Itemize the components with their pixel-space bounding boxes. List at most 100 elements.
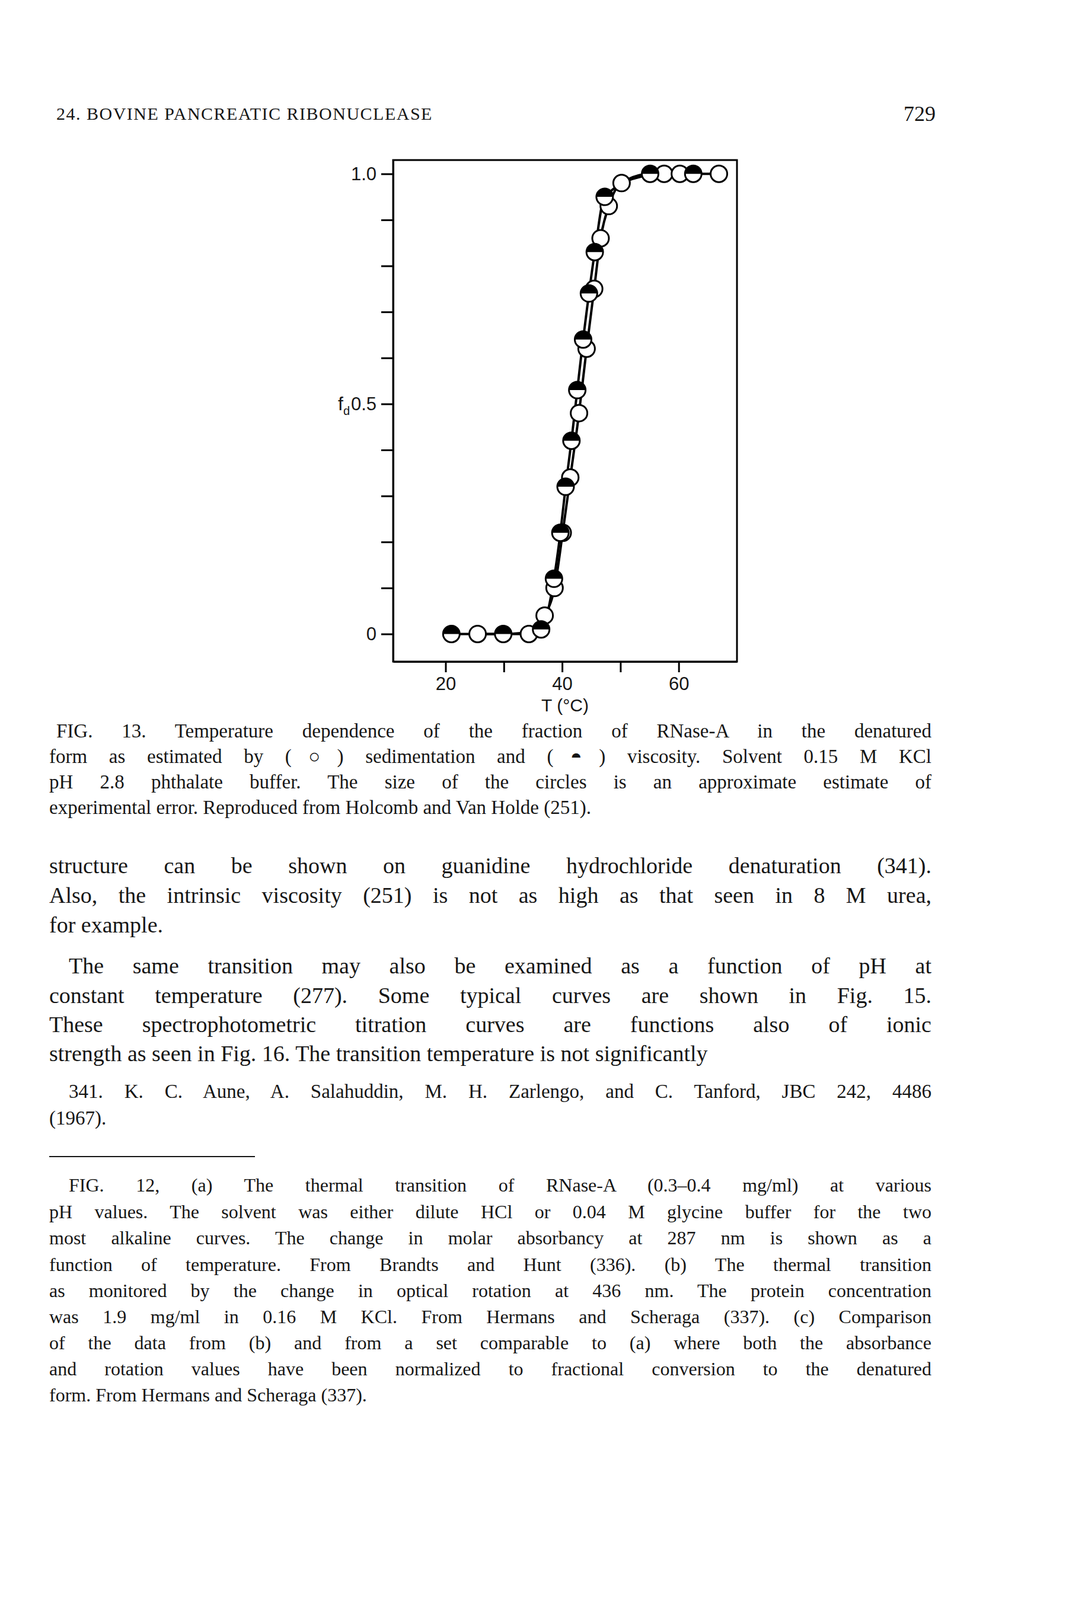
figure-caption-line: experimental error. Reproduced from Holc… bbox=[49, 795, 932, 820]
y-axis-tick-mark bbox=[381, 357, 394, 360]
marker-body bbox=[580, 285, 598, 302]
data-point bbox=[495, 625, 512, 643]
marker-body bbox=[551, 524, 569, 542]
x-axis-tick: 40 bbox=[551, 661, 573, 695]
marker-fill bbox=[557, 478, 574, 487]
data-point bbox=[442, 625, 460, 643]
body-line: The same transition may also be examined… bbox=[68, 951, 932, 981]
figure-12-caption-line: pH values. The solvent was either dilute… bbox=[49, 1200, 932, 1224]
figure-12-caption-line: form. From Hermans and Scheraga (337). bbox=[49, 1383, 932, 1407]
marker-body bbox=[586, 243, 603, 261]
x-axis-tick: 20 bbox=[435, 661, 456, 695]
footnote-rule bbox=[49, 1156, 255, 1158]
marker-body bbox=[613, 174, 630, 192]
y-axis-tick-mark bbox=[381, 311, 394, 314]
figure: 20 40 60 0 0.5 1.0 T (°C) fd bbox=[0, 0, 1069, 730]
x-axis-title: T (°C) bbox=[541, 695, 589, 716]
y-axis-tick-mark bbox=[381, 173, 394, 175]
y-axis-tick-label: 1.0 bbox=[350, 163, 377, 185]
x-axis-tick bbox=[503, 661, 505, 673]
data-point bbox=[586, 243, 603, 261]
y-axis-title-main: f bbox=[337, 393, 344, 415]
figure-caption-line: form as estimated by (○) sedimentation a… bbox=[49, 744, 932, 769]
series-line bbox=[477, 173, 720, 634]
body-line: for example. bbox=[49, 910, 932, 940]
marker-body bbox=[495, 625, 512, 643]
data-point bbox=[574, 331, 592, 349]
y-axis-tick-mark bbox=[381, 403, 394, 405]
x-axis-tick-mark bbox=[678, 661, 681, 673]
data-point bbox=[684, 165, 702, 183]
marker-fill bbox=[545, 570, 563, 579]
marker-fill bbox=[551, 524, 569, 534]
x-axis-tick bbox=[620, 661, 621, 673]
figure-12-caption-line: was 1.9 mg/ml in 0.16 M KCl. From Herman… bbox=[49, 1304, 932, 1329]
data-point bbox=[469, 625, 487, 643]
y-axis-tick-mark bbox=[381, 495, 394, 498]
plot-area bbox=[442, 165, 727, 643]
data-point bbox=[545, 570, 563, 587]
y-axis-tick bbox=[381, 588, 394, 589]
marker-body bbox=[557, 478, 574, 496]
y-axis-tick bbox=[381, 541, 394, 543]
figure-12-caption-line: function of temperature. From Brandts an… bbox=[49, 1252, 932, 1277]
marker-body bbox=[710, 165, 728, 183]
x-axis-tick-mark bbox=[444, 661, 447, 673]
y-axis-tick-mark bbox=[381, 587, 394, 590]
marker-body bbox=[570, 404, 588, 422]
marker-body bbox=[569, 381, 586, 399]
y-axis-tick: 1.0 bbox=[350, 163, 394, 185]
data-point bbox=[569, 381, 586, 399]
x-axis-tick-mark bbox=[503, 661, 506, 673]
marker-body bbox=[469, 625, 487, 643]
marker-body bbox=[642, 165, 659, 183]
data-point bbox=[710, 165, 728, 183]
marker-fill bbox=[533, 621, 550, 630]
y-axis-tick-mark bbox=[381, 449, 394, 452]
page-number: 729 bbox=[818, 100, 936, 127]
x-axis: 20 40 60 bbox=[393, 661, 738, 695]
marker-fill bbox=[563, 432, 580, 441]
figure-12-caption-line: most alkaline curves. The change in mola… bbox=[49, 1226, 932, 1250]
x-axis-tick: 60 bbox=[668, 661, 689, 695]
data-point bbox=[642, 165, 659, 183]
data-point bbox=[570, 404, 588, 422]
y-axis-tick: 0 bbox=[366, 623, 394, 645]
marker-fill bbox=[596, 188, 614, 197]
data-point bbox=[596, 188, 614, 206]
marker-fill bbox=[642, 165, 659, 174]
y-axis-tick: 0.5 bbox=[350, 393, 394, 415]
data-point bbox=[533, 621, 550, 638]
y-axis-line bbox=[392, 160, 395, 663]
marker-fill bbox=[569, 381, 586, 391]
y-axis-tick-mark bbox=[381, 219, 394, 222]
y-axis-title-subscript: d bbox=[343, 404, 350, 418]
data-point bbox=[613, 174, 630, 192]
marker-body bbox=[442, 625, 460, 643]
y-axis-tick-mark bbox=[381, 265, 394, 268]
footnote-line: 341. K. C. Aune, A. Salahuddin, M. H. Za… bbox=[68, 1079, 932, 1104]
x-axis-tick-label: 40 bbox=[551, 673, 573, 695]
marker-fill bbox=[495, 625, 512, 634]
data-point bbox=[563, 432, 580, 449]
x-axis-tick-mark bbox=[619, 661, 622, 673]
y-axis-tick-label: 0 bbox=[366, 623, 377, 645]
y-axis-tick bbox=[381, 358, 394, 359]
y-axis-tick bbox=[381, 311, 394, 313]
marker-body bbox=[563, 432, 580, 449]
x-axis-tick-label: 20 bbox=[435, 673, 456, 695]
figure-caption-line: FIG. 13. Temperature dependence of the f… bbox=[56, 718, 932, 744]
body-line: Also, the intrinsic viscosity (251) is n… bbox=[49, 881, 932, 910]
running-head: 24. BOVINE PANCREATIC RIBONUCLEASE bbox=[56, 101, 433, 126]
series-line bbox=[451, 173, 694, 634]
x-axis-tick-label: 60 bbox=[668, 673, 689, 695]
marker-body bbox=[574, 331, 592, 349]
marker-body bbox=[545, 570, 563, 587]
plot-frame bbox=[393, 160, 737, 662]
y-axis-title: fd bbox=[337, 393, 350, 418]
marker-fill bbox=[580, 285, 598, 294]
footnote-line: (1967). bbox=[49, 1105, 932, 1131]
marker-fill bbox=[442, 625, 460, 634]
marker-fill bbox=[574, 331, 592, 340]
y-axis-tick bbox=[381, 496, 394, 497]
